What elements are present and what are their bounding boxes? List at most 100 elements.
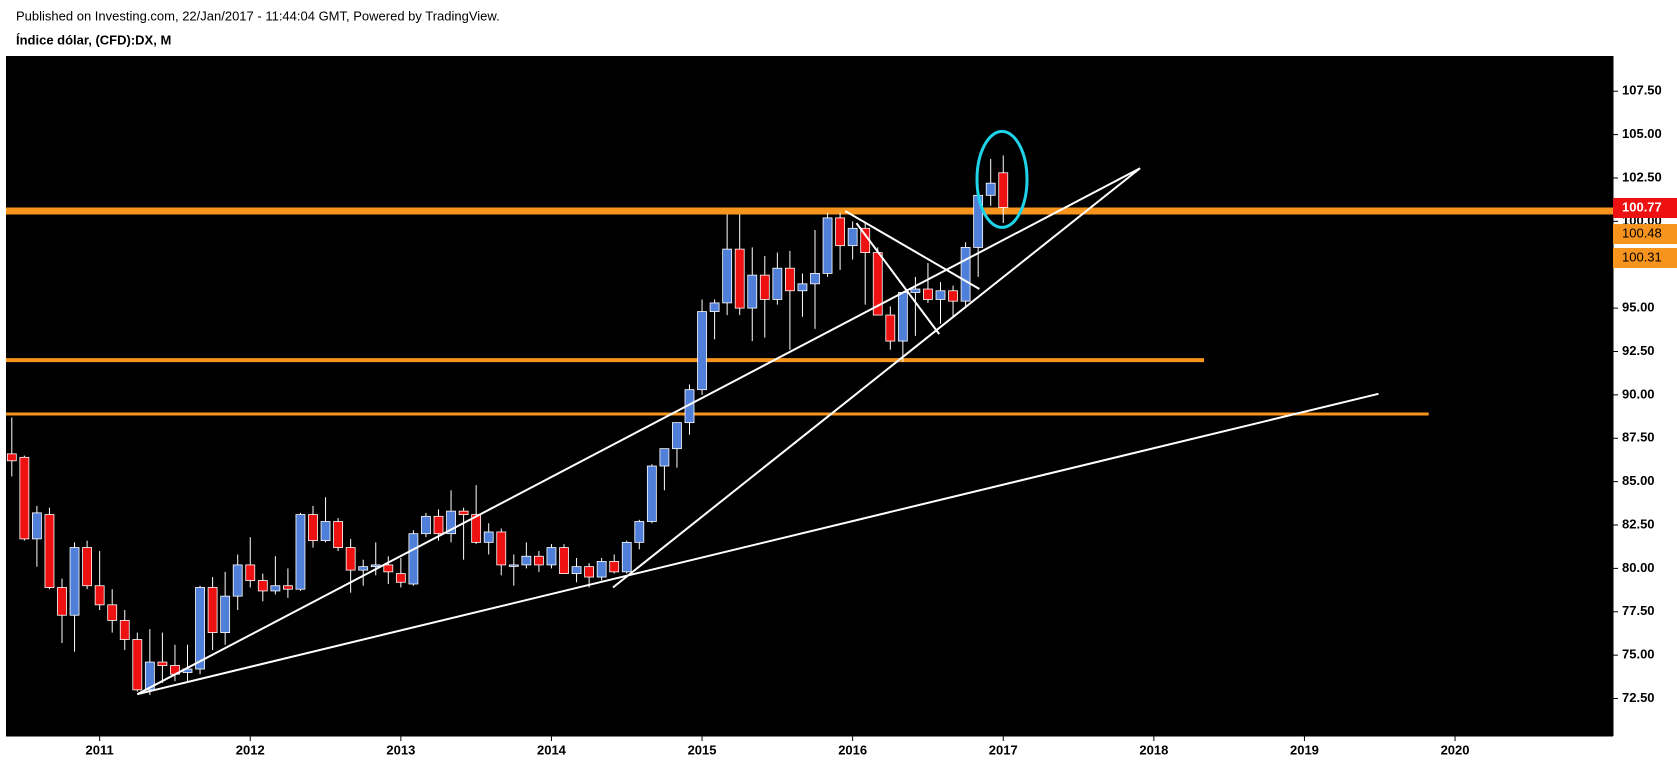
y-tick-label: 107.50 [1622, 83, 1662, 98]
candle-body [596, 561, 607, 578]
candle-body [144, 661, 155, 691]
candle-body [847, 227, 858, 247]
y-tick-label: 102.50 [1622, 169, 1662, 184]
candle-body [232, 564, 243, 597]
candle-body [822, 217, 833, 274]
price-tag-label: 100.77 [1622, 199, 1662, 214]
x-tick-label: 2017 [989, 742, 1018, 757]
candle-body [32, 512, 42, 540]
candle-body [320, 521, 331, 542]
price-tag [1613, 247, 1677, 268]
candle-body [358, 566, 369, 571]
candle-body [383, 564, 394, 573]
y-tick-label: 82.50 [1622, 516, 1655, 531]
trend-line [137, 392, 1379, 696]
price-tag [1613, 197, 1677, 218]
y-tick-label: 85.00 [1622, 473, 1655, 488]
candle-body [621, 541, 632, 573]
candle-body [998, 172, 1009, 208]
price-tag [1613, 224, 1677, 245]
price-tag-label: 100.48 [1622, 225, 1662, 240]
candle-body [132, 639, 143, 691]
x-tick-label: 2016 [838, 742, 867, 757]
trend-line [136, 167, 1141, 696]
candle-body [257, 580, 268, 592]
candle-body [960, 246, 971, 302]
candle-body [421, 515, 431, 535]
candle-body [195, 587, 205, 670]
candle-body [546, 547, 557, 566]
plot [6, 129, 1613, 696]
x-tick-label: 2020 [1441, 742, 1470, 757]
candle-body [270, 585, 281, 592]
candle-body [948, 290, 958, 302]
candle-body [433, 515, 444, 535]
trend-line [844, 210, 980, 290]
candle-body [897, 292, 908, 342]
y-tick-label: 80.00 [1622, 560, 1655, 575]
candle-body [672, 422, 682, 450]
candle-body [797, 283, 808, 292]
candle-body [697, 311, 707, 391]
x-tick-label: 2018 [1139, 742, 1168, 757]
x-tick-label: 2015 [688, 742, 717, 757]
candle-body [722, 248, 733, 304]
candle-body [446, 510, 456, 535]
highlight-ellipse [975, 129, 1029, 229]
chart-title: Published on Investing.com, 22/Jan/2017 … [16, 8, 500, 23]
candle-body [508, 564, 519, 567]
candle-body [584, 566, 594, 578]
candle-body [395, 573, 406, 583]
candle-body [885, 314, 896, 342]
candle-body [6, 453, 17, 462]
candle-body [609, 561, 620, 573]
price-tag-label: 100.31 [1622, 249, 1662, 264]
candle-body [985, 182, 996, 196]
x-tick-label: 2013 [386, 742, 415, 757]
candle-body [19, 456, 30, 540]
candle-body [220, 595, 231, 633]
y-tick-label: 95.00 [1622, 300, 1655, 315]
x-tick-label: 2014 [537, 742, 567, 757]
candle-body [282, 585, 293, 590]
candle-body [408, 533, 419, 585]
candle-body [483, 531, 494, 543]
candle-body [521, 555, 532, 566]
candle-body [759, 274, 770, 300]
candle-body [82, 547, 92, 587]
candle-body [207, 587, 218, 633]
candle-body [747, 274, 758, 309]
chart-subtitle: Índice dólar, (CFD):DX, M [16, 32, 171, 47]
candle-body [94, 585, 105, 606]
candle-body [734, 248, 745, 309]
trend-line [612, 167, 1141, 589]
x-tick-label: 2011 [86, 742, 114, 757]
y-tick-label: 77.50 [1622, 603, 1655, 618]
candle-body [107, 604, 118, 621]
candle-body [295, 514, 306, 590]
candle-body [910, 288, 921, 293]
y-tick-label: 75.00 [1622, 647, 1655, 662]
candle-body [458, 510, 469, 515]
candle-body [709, 302, 720, 312]
candle-body [534, 555, 544, 566]
trend-line [855, 222, 941, 335]
x-tick-label: 2019 [1290, 742, 1319, 757]
candle-body [471, 514, 482, 543]
x-tick-label: 2012 [236, 742, 265, 757]
candle-body [559, 547, 569, 574]
candle-body [119, 620, 130, 640]
candle-body [571, 566, 582, 574]
candle-body [634, 521, 645, 543]
y-tick-label: 87.50 [1622, 430, 1655, 445]
y-tick-label: 92.50 [1622, 343, 1655, 358]
y-tick-label: 105.00 [1622, 126, 1662, 141]
y-tick-label: 90.00 [1622, 386, 1655, 401]
candle-body [785, 267, 795, 292]
candle-body [57, 587, 67, 616]
candle-body [646, 465, 657, 522]
candle-body [935, 290, 946, 300]
candle-body [308, 514, 318, 542]
